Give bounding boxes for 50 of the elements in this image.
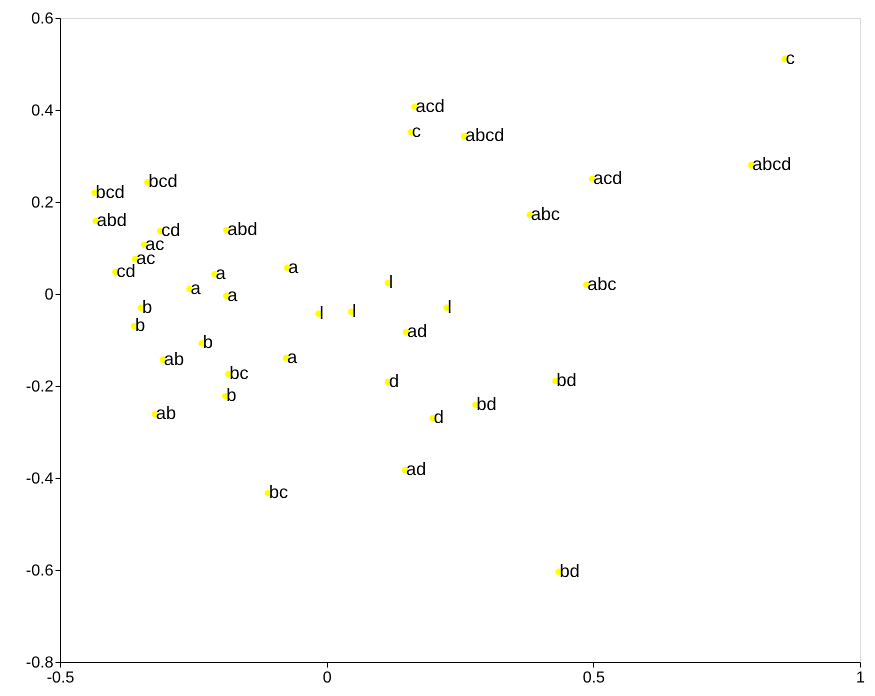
data-label: b — [135, 315, 146, 336]
data-label: abcd — [465, 125, 504, 146]
data-label: abd — [227, 219, 258, 240]
data-label: c — [786, 48, 795, 68]
data-label: a — [190, 278, 202, 298]
y-tick-label: -0.2 — [26, 378, 54, 396]
data-label: abd — [96, 210, 127, 230]
y-tick-label: 0.2 — [31, 194, 54, 212]
data-label: b — [142, 296, 152, 317]
x-tick-label: -0.5 — [46, 670, 74, 686]
data-label: bd — [476, 394, 496, 414]
y-tick-label: -0.4 — [26, 470, 54, 488]
x-tick-label: 0 — [322, 670, 332, 686]
data-label: acd — [416, 96, 445, 116]
data-label: cd — [116, 260, 136, 281]
x-tick-label: 0.5 — [582, 670, 606, 686]
data-label: ab — [156, 403, 176, 424]
data-label: abc — [530, 204, 560, 224]
x-tick-label: 1 — [856, 670, 866, 686]
data-label: l — [389, 272, 393, 292]
data-label: bc — [230, 363, 249, 384]
data-label: bc — [269, 482, 288, 502]
data-label: b — [202, 332, 213, 352]
y-tick-label: 0.4 — [31, 102, 54, 120]
data-label: ad — [406, 459, 426, 480]
data-label: a — [216, 263, 227, 284]
y-tick-label: 0 — [44, 286, 54, 304]
data-label: abcd — [752, 154, 792, 174]
data-label: acd — [593, 168, 622, 188]
data-label: d — [434, 407, 444, 428]
data-label: bd — [556, 370, 576, 390]
data-label: bd — [560, 560, 580, 581]
data-label: a — [288, 256, 300, 277]
data-label: ab — [164, 348, 184, 369]
data-label: bcd — [148, 171, 178, 192]
data-label: cd — [161, 220, 180, 240]
data-label: c — [412, 121, 421, 142]
data-label: bcd — [96, 182, 125, 202]
data-label: d — [389, 370, 400, 391]
data-label: l — [320, 302, 324, 323]
data-label: b — [226, 385, 236, 406]
data-label: a — [287, 346, 298, 367]
data-label: l — [352, 300, 356, 321]
data-label: abc — [587, 274, 616, 294]
data-label: ad — [407, 321, 428, 342]
y-tick-label: 0.6 — [31, 10, 54, 28]
y-tick-label: -0.8 — [26, 654, 54, 672]
data-label: l — [448, 296, 452, 317]
data-label: a — [227, 284, 238, 305]
y-tick-label: -0.6 — [26, 562, 54, 580]
